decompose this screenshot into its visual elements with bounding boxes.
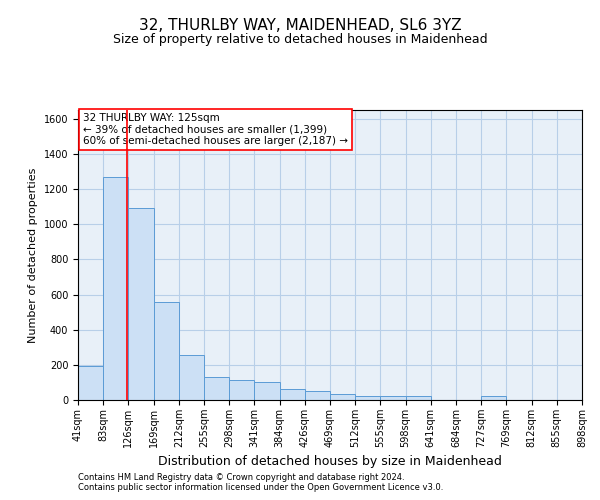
- Bar: [103, 177, 128, 400]
- Bar: [305, 391, 330, 400]
- Bar: [380, 396, 406, 400]
- Bar: [254, 382, 280, 400]
- Text: Contains HM Land Registry data © Crown copyright and database right 2024.: Contains HM Land Registry data © Crown c…: [78, 474, 404, 482]
- Text: 32, THURLBY WAY, MAIDENHEAD, SL6 3YZ: 32, THURLBY WAY, MAIDENHEAD, SL6 3YZ: [139, 18, 461, 32]
- Text: Contains public sector information licensed under the Open Government Licence v3: Contains public sector information licen…: [78, 484, 443, 492]
- Bar: [481, 396, 506, 400]
- Text: Size of property relative to detached houses in Maidenhead: Size of property relative to detached ho…: [113, 32, 487, 46]
- Bar: [229, 380, 254, 400]
- Bar: [179, 355, 204, 400]
- Bar: [78, 366, 103, 400]
- Y-axis label: Number of detached properties: Number of detached properties: [28, 168, 38, 342]
- Bar: [204, 377, 229, 400]
- X-axis label: Distribution of detached houses by size in Maidenhead: Distribution of detached houses by size …: [158, 456, 502, 468]
- Bar: [154, 302, 179, 400]
- Bar: [280, 390, 305, 400]
- Bar: [406, 396, 431, 400]
- Bar: [355, 396, 380, 400]
- Bar: [128, 208, 154, 400]
- Text: 32 THURLBY WAY: 125sqm
← 39% of detached houses are smaller (1,399)
60% of semi-: 32 THURLBY WAY: 125sqm ← 39% of detached…: [83, 113, 348, 146]
- Bar: [330, 394, 355, 400]
